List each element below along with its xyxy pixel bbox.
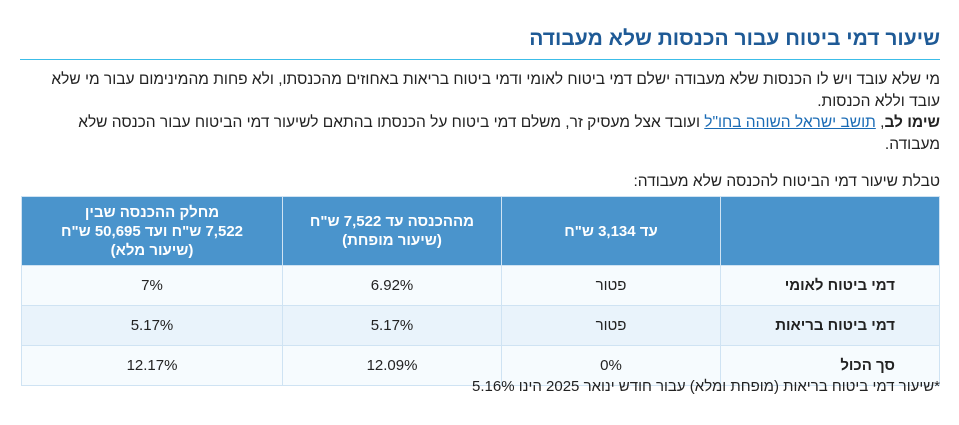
table-row: סך הכול 0% 12.09% 12.17% [21,345,940,386]
row-label: דמי ביטוח בריאות [720,305,940,346]
intro-text: מי שלא עובד ויש לו הכנסות שלא מעבודה ישל… [51,71,940,110]
header-up-to-3134: עד 3,134 ש"ח [501,196,721,266]
title-divider [20,59,940,60]
table-row: דמי ביטוח בריאות פטור 5.17% 5.17% [21,305,940,346]
cell: 0% [501,345,721,386]
table-row: דמי ביטוח לאומי פטור 6.92% 7% [21,265,940,306]
header-full-rate: מחלק ההכנסה שבין 7,522 ש"ח ועד 50,695 ש"… [21,196,283,266]
israeli-resident-abroad-link[interactable]: תושב ישראל השוהה בחו"ל [704,114,876,131]
cell: 5.17% [21,305,283,346]
note-bold: שימו לב [884,114,940,131]
row-label: סך הכול [720,345,940,386]
row-label: דמי ביטוח לאומי [720,265,940,306]
note-comma: , [875,114,885,131]
cell: 12.09% [282,345,502,386]
cell: 5.17% [282,305,502,346]
footnote: *שיעור דמי ביטוח בריאות (מופחת ומלא) עבו… [472,378,940,395]
cell: 7% [21,265,283,306]
intro-paragraph: מי שלא עובד ויש לו הכנסות שלא מעבודה ישל… [20,69,940,155]
page-title: שיעור דמי ביטוח עבור הכנסות שלא מעבודה [529,27,940,50]
table-caption: טבלת שיעור דמי הביטוח להכנסה שלא מעבודה: [633,173,940,190]
cell: פטור [501,305,721,346]
header-reduced-rate: מההכנסה עד 7,522 ש"ח (שיעור מופחת) [282,196,502,266]
cell: 12.17% [21,345,283,386]
cell: פטור [501,265,721,306]
header-empty [720,196,940,266]
cell: 6.92% [282,265,502,306]
rates-table: עד 3,134 ש"ח מההכנסה עד 7,522 ש"ח (שיעור… [21,196,940,386]
table-header-row: עד 3,134 ש"ח מההכנסה עד 7,522 ש"ח (שיעור… [21,196,940,266]
note-text: ועובד אצל מעסיק זר, משלם דמי ביטוח על הכ… [78,114,940,153]
